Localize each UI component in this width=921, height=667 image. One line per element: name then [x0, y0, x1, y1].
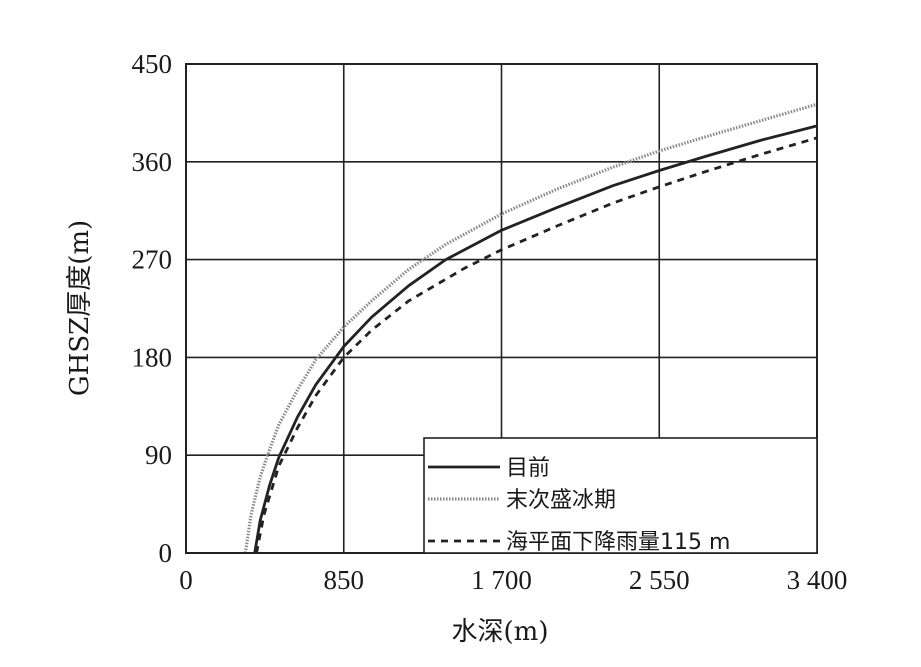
series-group [243, 102, 818, 554]
x-tick-label: 2 550 [629, 565, 690, 595]
y-tick-label: 270 [132, 245, 173, 275]
legend-box [423, 437, 818, 554]
y-axis-title: GHSZ厚度(m) [65, 220, 95, 396]
y-tick-label: 450 [132, 49, 173, 79]
x-tick-label: 3 400 [787, 565, 848, 595]
y-tick-label: 90 [145, 440, 172, 470]
legend-label-3: 海平面下降雨量115 m [506, 530, 730, 555]
tick-labels: 0 850 1 700 2 550 3 400 0 90 180 270 360 450 [132, 49, 848, 595]
y-tick-label: 180 [132, 342, 173, 372]
x-axis-title: 水深(m) [452, 617, 549, 647]
y-tick-label: 0 [159, 538, 173, 568]
x-tick-label: 850 [324, 565, 365, 595]
series-line-2 [243, 102, 818, 554]
x-tick-label: 1 700 [471, 565, 532, 595]
series-line-3 [255, 136, 818, 554]
legend-label-1: 目前 [506, 456, 550, 481]
series-line-1 [253, 124, 818, 554]
x-tick-label: 0 [179, 565, 193, 595]
legend-label-2: 末次盛冰期 [506, 488, 616, 513]
y-tick-label: 360 [132, 147, 173, 177]
